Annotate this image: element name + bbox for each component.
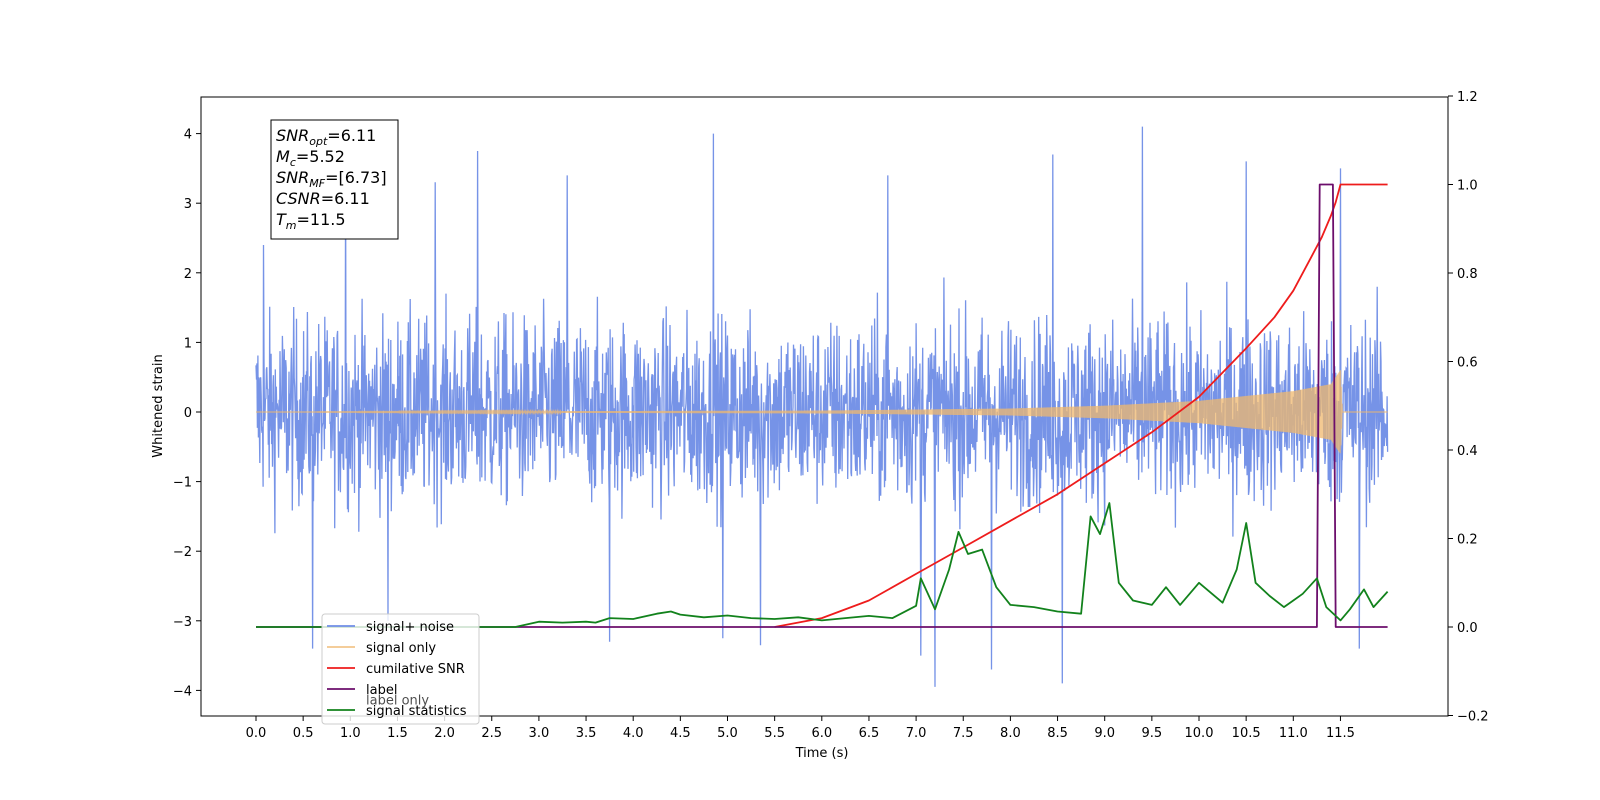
y-tick-label: −1 <box>173 476 192 491</box>
legend: signal+ noise signal only cumilative SNR la… <box>321 613 480 725</box>
y2-tick-label: 0.2 <box>1457 533 1478 548</box>
annotation-line: SNRopt=6.11 <box>276 126 376 148</box>
legend-label: signal only <box>366 641 436 656</box>
x-tick-label: 5.5 <box>764 726 785 741</box>
legend-label-ghost: label only <box>366 694 429 709</box>
x-tick-label: 2.5 <box>481 726 502 741</box>
legend-label: cumilative SNR <box>366 662 465 677</box>
x-tick-label: 10.5 <box>1232 726 1261 741</box>
series-label <box>256 183 1388 628</box>
x-tick-label: 3.5 <box>576 726 597 741</box>
y2-tick-label: 1.0 <box>1457 179 1478 194</box>
x-tick-label: 2.0 <box>434 726 455 741</box>
x-axis-label: Time (s) <box>795 746 849 761</box>
x-tick-label: 1.5 <box>387 726 408 741</box>
x-tick-label: 9.0 <box>1094 726 1115 741</box>
y-tick-label: 1 <box>184 336 192 351</box>
plot-area <box>200 96 1449 717</box>
x-tick-label: 6.5 <box>859 726 880 741</box>
y2-tick-label: 0.8 <box>1457 267 1478 282</box>
y-axis-label: Whitened strain <box>151 354 166 457</box>
y2-tick-label: 0.0 <box>1457 621 1478 636</box>
series-layer <box>255 126 1389 687</box>
plot-frame <box>200 96 1449 717</box>
y-tick-label: 3 <box>184 197 192 212</box>
y2-tick-label: 0.6 <box>1457 356 1478 371</box>
annotation-line: Mc=5.52 <box>276 147 345 169</box>
legend-label: signal+ noise <box>366 620 454 635</box>
x-tick-label: 10.0 <box>1185 726 1214 741</box>
y-tick-label: −4 <box>173 684 192 699</box>
y-tick-label: −2 <box>173 545 192 560</box>
legend-label: signal statistics <box>366 704 467 719</box>
y2-tick-label: 0.4 <box>1457 444 1478 459</box>
x-tick-label: 1.0 <box>340 726 361 741</box>
x-tick-label: 8.5 <box>1047 726 1068 741</box>
y2-tick-label: −0.2 <box>1457 710 1489 725</box>
x-tick-label: 7.5 <box>953 726 974 741</box>
y2-tick-label: 1.2 <box>1457 90 1478 105</box>
series-signal-only <box>256 370 1388 454</box>
legend-frame <box>321 613 480 725</box>
x-tick-label: 0.5 <box>293 726 314 741</box>
x-tick-label: 7.0 <box>906 726 927 741</box>
annotation-frame <box>270 119 399 240</box>
y-axis-right: −0.2 0.0 0.2 0.4 0.6 0.8 1.0 1.2 <box>1448 90 1489 725</box>
x-tick-label: 8.0 <box>1000 726 1021 741</box>
series-signal-statistics <box>256 502 1389 628</box>
x-tick-label: 11.5 <box>1326 726 1355 741</box>
annotation-line: Tm=11.5 <box>276 210 346 232</box>
annotation-line: CSNR=6.11 <box>276 189 370 208</box>
legend-label: label <box>366 683 397 698</box>
x-tick-label: 11.0 <box>1279 726 1308 741</box>
y-tick-label: −3 <box>173 615 192 630</box>
x-tick-label: 6.0 <box>811 726 832 741</box>
y-tick-label: 0 <box>184 406 192 421</box>
x-tick-label: 4.5 <box>670 726 691 741</box>
series-cumilative-snr <box>774 183 1388 628</box>
x-tick-label: 4.0 <box>623 726 644 741</box>
y-tick-label: 4 <box>184 128 192 143</box>
x-axis: 0.0 0.5 1.0 1.5 2.0 2.5 3.0 3.5 4.0 4.5 5.0 5.5 6.0 6… <box>246 716 1355 741</box>
y-tick-label: 2 <box>184 267 192 282</box>
x-tick-label: 3.0 <box>529 726 550 741</box>
x-tick-label: 9.5 <box>1142 726 1163 741</box>
x-tick-label: 0.0 <box>246 726 267 741</box>
y-axis-left: −4 −3 −2 −1 0 1 2 3 4 <box>173 128 201 699</box>
annotation-line: SNRMF=[6.73] <box>276 168 387 190</box>
x-tick-label: 5.0 <box>717 726 738 741</box>
